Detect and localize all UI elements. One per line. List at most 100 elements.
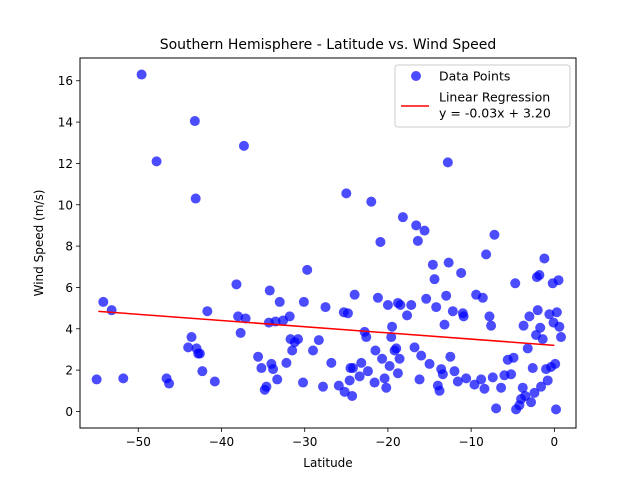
data-point <box>98 296 109 307</box>
data-point <box>518 320 529 331</box>
chart-title: Southern Hemisphere - Latitude vs. Wind … <box>160 37 497 53</box>
legend-label-equation: y = -0.03x + 3.20 <box>439 106 551 121</box>
data-point <box>372 292 383 303</box>
y-tick-label: 6 <box>65 281 73 295</box>
data-point <box>347 363 358 374</box>
data-point <box>281 357 292 368</box>
y-tick-label: 8 <box>65 240 73 254</box>
x-tick-label: −40 <box>209 435 234 449</box>
data-point <box>476 374 487 385</box>
x-tick-label: −30 <box>292 435 317 449</box>
data-point <box>397 212 408 223</box>
data-point <box>240 313 251 324</box>
legend-marker-data-points <box>411 71 421 81</box>
data-point <box>347 390 358 401</box>
data-point <box>551 307 562 318</box>
y-tick-label: 16 <box>58 74 73 88</box>
data-point <box>439 319 450 330</box>
y-axis-ticks: 0 2 4 6 8 10 12 14 16 <box>58 74 80 419</box>
data-point <box>484 311 495 322</box>
data-point <box>419 225 430 236</box>
data-point <box>261 381 272 392</box>
data-point <box>354 371 365 382</box>
data-point <box>392 368 403 379</box>
x-tick-label: −20 <box>375 435 400 449</box>
data-point <box>437 369 448 380</box>
data-point <box>486 320 497 331</box>
data-point <box>491 403 502 414</box>
data-point <box>209 376 220 387</box>
data-point <box>544 309 555 320</box>
legend-label-regression: Linear Regression <box>439 90 550 105</box>
data-point <box>370 345 381 356</box>
data-point <box>384 360 395 371</box>
data-point <box>508 352 519 363</box>
plot-frame <box>79 57 577 429</box>
legend-label-data-points: Data Points <box>439 69 510 84</box>
data-point <box>339 386 350 397</box>
data-point <box>551 404 562 415</box>
data-point <box>535 322 546 333</box>
data-point <box>361 332 372 343</box>
data-point <box>458 311 469 322</box>
data-point <box>536 381 547 392</box>
data-point <box>302 264 313 275</box>
data-point <box>136 69 147 80</box>
data-point <box>233 311 244 322</box>
data-point <box>554 321 565 332</box>
data-point <box>391 343 402 354</box>
data-point <box>542 375 553 386</box>
data-point <box>284 311 295 322</box>
data-point <box>190 193 201 204</box>
data-point <box>377 353 388 364</box>
data-point <box>489 229 500 240</box>
data-point <box>362 366 373 377</box>
y-tick-label: 4 <box>65 322 73 336</box>
regression-line <box>98 310 555 347</box>
data-point <box>274 296 285 307</box>
data-point <box>344 375 355 386</box>
data-point <box>487 372 498 383</box>
data-point <box>479 383 490 394</box>
data-point <box>118 373 129 384</box>
data-point <box>550 358 561 369</box>
data-point <box>298 296 309 307</box>
x-axis-ticks: −50 −40 −30 −20 −10 0 <box>126 428 559 449</box>
data-point <box>268 364 279 375</box>
data-point <box>441 290 452 301</box>
x-tick-label: −50 <box>126 435 151 449</box>
data-point <box>527 363 538 374</box>
data-point <box>272 374 283 385</box>
data-point <box>235 327 246 338</box>
data-point <box>202 306 213 317</box>
y-axis-label: Wind Speed (m/s) <box>32 190 46 297</box>
data-point <box>91 374 102 385</box>
data-point <box>197 366 208 377</box>
y-tick-label: 2 <box>65 364 73 378</box>
data-point <box>106 305 117 316</box>
y-tick-label: 12 <box>58 157 73 171</box>
data-point <box>412 235 423 246</box>
data-point <box>298 377 309 388</box>
data-point <box>526 397 537 408</box>
data-point <box>386 332 397 343</box>
data-point <box>532 305 543 316</box>
x-tick-label: 0 <box>551 435 559 449</box>
data-point <box>477 292 488 303</box>
data-point <box>517 382 528 393</box>
data-point <box>421 293 432 304</box>
data-point <box>287 345 298 356</box>
data-point <box>456 267 467 278</box>
data-point <box>416 350 427 361</box>
data-point <box>293 334 304 345</box>
data-point <box>375 236 386 247</box>
data-point <box>387 321 398 332</box>
data-point <box>189 116 200 127</box>
data-point <box>394 353 405 364</box>
data-point <box>524 311 535 322</box>
data-point <box>431 302 442 313</box>
data-point <box>318 381 329 392</box>
data-point <box>369 377 380 388</box>
data-point <box>537 334 548 345</box>
